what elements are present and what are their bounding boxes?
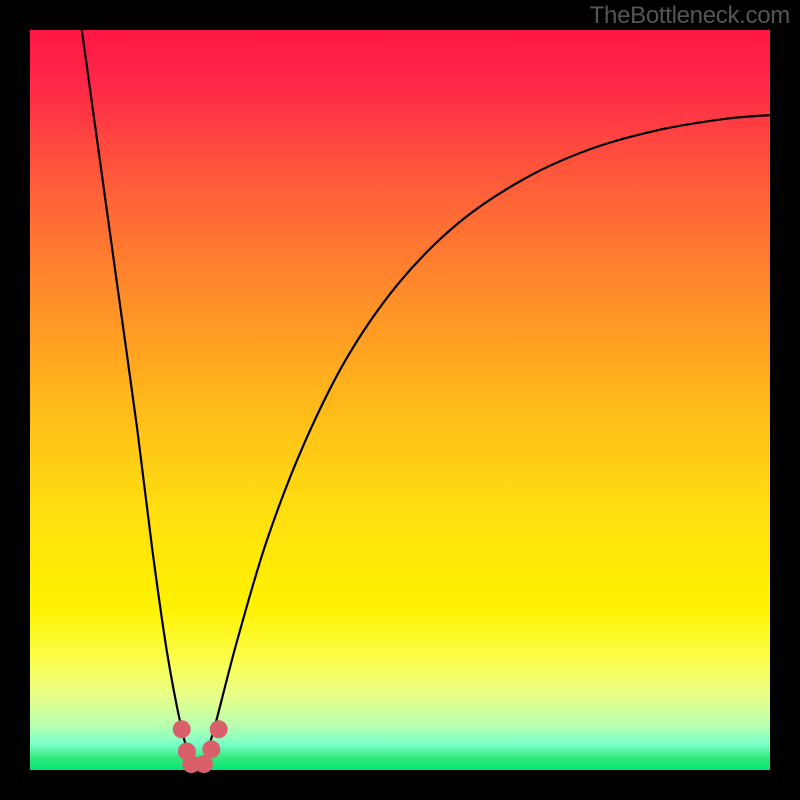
optimal-dot: [202, 740, 220, 758]
chart-container: TheBottleneck.com: [0, 0, 800, 800]
watermark-text: TheBottleneck.com: [590, 2, 790, 30]
plot-area: [30, 30, 770, 770]
bottleneck-chart: [0, 0, 800, 800]
optimal-dot: [210, 720, 228, 738]
optimal-dot: [173, 720, 191, 738]
